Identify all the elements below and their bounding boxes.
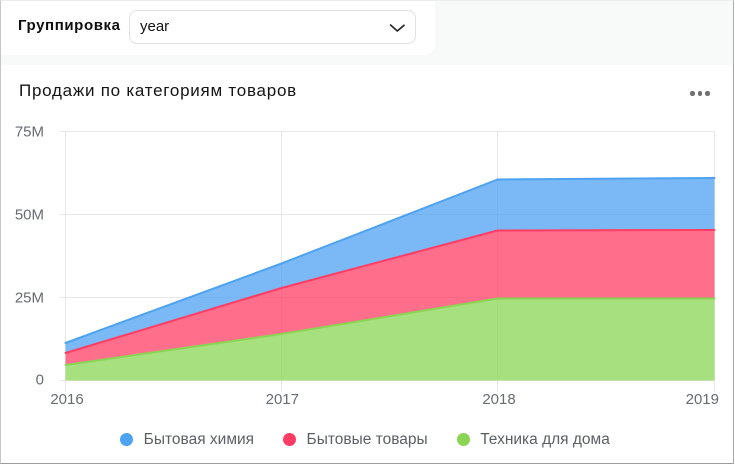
svg-text:50M: 50M <box>15 207 44 224</box>
svg-text:2019: 2019 <box>686 391 719 408</box>
svg-text:0: 0 <box>36 372 44 389</box>
svg-text:2017: 2017 <box>266 391 299 408</box>
svg-text:25M: 25M <box>15 290 44 307</box>
svg-text:75M: 75M <box>15 124 44 141</box>
svg-text:2018: 2018 <box>482 391 515 408</box>
svg-text:2016: 2016 <box>50 391 83 408</box>
